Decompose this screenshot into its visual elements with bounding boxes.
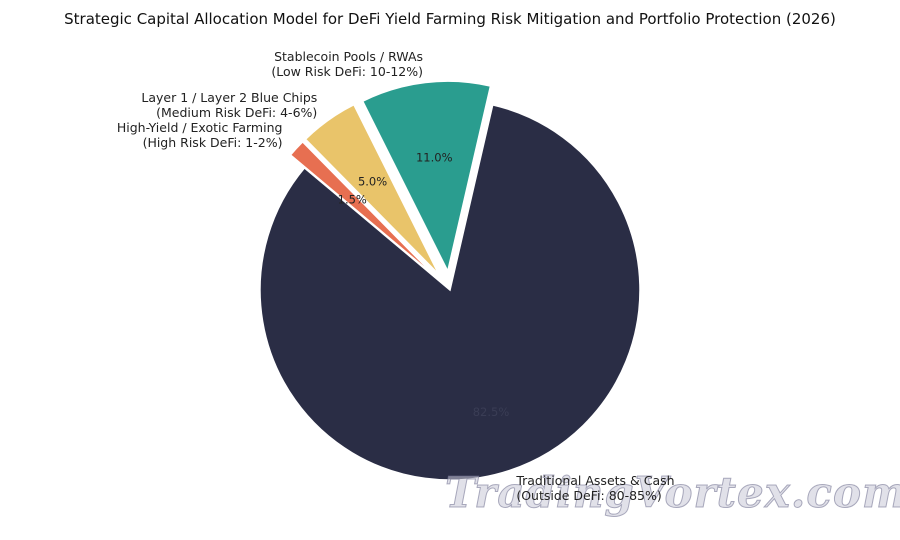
pie-slice [304,103,440,276]
pie-slice [259,103,641,481]
watermark: TradingVortex.com [444,468,900,518]
value-label: 11.0% [416,150,453,164]
category-label: Traditional Assets & Cash (Outside DeFi:… [516,473,675,504]
value-label: 1.5% [338,192,367,206]
category-label: Layer 1 / Layer 2 Blue Chips (Medium Ris… [141,89,318,120]
chart-title: Strategic Capital Allocation Model for D… [64,10,836,28]
pie-slice [361,80,492,274]
pie-slice [289,140,437,278]
category-label: Stablecoin Pools / RWAs (Low Risk DeFi: … [271,48,424,79]
value-label: 82.5% [473,405,510,419]
category-label: High-Yield / Exotic Farming (High Risk D… [116,120,283,151]
value-label: 5.0% [358,174,387,188]
